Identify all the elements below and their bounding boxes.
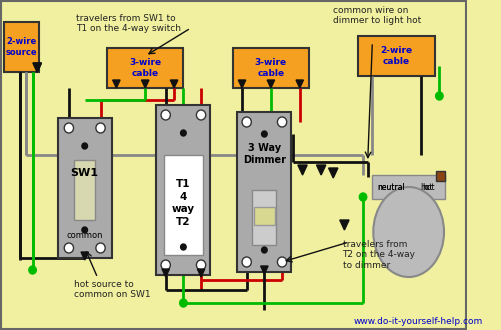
Circle shape: [64, 243, 73, 253]
Circle shape: [82, 227, 87, 233]
Polygon shape: [81, 252, 88, 260]
Circle shape: [180, 130, 186, 136]
Text: 3-wire
cable: 3-wire cable: [255, 58, 287, 78]
Polygon shape: [316, 165, 325, 175]
Text: neutral: neutral: [376, 182, 404, 191]
Text: common: common: [66, 232, 103, 241]
Bar: [237, 112, 291, 272]
Polygon shape: [141, 80, 149, 88]
Text: travelers from SW1 to
T1 on the 4-way switch: travelers from SW1 to T1 on the 4-way sw…: [76, 14, 181, 33]
Polygon shape: [339, 220, 348, 230]
Bar: [163, 155, 202, 255]
Bar: [372, 175, 444, 199]
Text: SW1: SW1: [71, 168, 99, 178]
Circle shape: [180, 244, 186, 250]
Polygon shape: [260, 266, 268, 274]
Text: www.do-it-yourself-help.com: www.do-it-yourself-help.com: [353, 317, 482, 326]
Circle shape: [96, 243, 105, 253]
Polygon shape: [328, 168, 337, 178]
Text: neutral: neutral: [376, 182, 404, 191]
Bar: [232, 48, 309, 88]
Circle shape: [179, 299, 187, 307]
Circle shape: [29, 266, 36, 274]
Polygon shape: [33, 63, 42, 72]
Circle shape: [261, 131, 267, 137]
Bar: [4, 22, 39, 72]
Polygon shape: [197, 269, 204, 277]
Bar: [252, 190, 276, 245]
Circle shape: [96, 123, 105, 133]
Text: 2-wire
source: 2-wire source: [6, 37, 37, 57]
Bar: [58, 118, 112, 258]
Circle shape: [82, 143, 87, 149]
Text: hot: hot: [419, 182, 432, 191]
Circle shape: [435, 92, 442, 100]
Bar: [107, 48, 183, 88]
Circle shape: [277, 117, 286, 127]
Text: hot source to
common on SW1: hot source to common on SW1: [74, 280, 151, 299]
Polygon shape: [297, 165, 307, 175]
Text: hot: hot: [421, 182, 434, 191]
Circle shape: [261, 247, 267, 253]
Bar: [435, 171, 444, 181]
Bar: [254, 207, 274, 225]
Circle shape: [359, 193, 366, 201]
Circle shape: [196, 110, 205, 120]
Polygon shape: [238, 80, 245, 88]
Bar: [358, 36, 434, 76]
Text: travelers from
T2 on the 4-way
to dimmer: travelers from T2 on the 4-way to dimmer: [342, 240, 415, 270]
Ellipse shape: [373, 187, 443, 277]
Circle shape: [161, 260, 170, 270]
Text: 2-wire
cable: 2-wire cable: [380, 46, 412, 66]
Text: 3-wire
cable: 3-wire cable: [129, 58, 161, 78]
Bar: [156, 105, 210, 275]
Bar: [74, 160, 95, 220]
Circle shape: [277, 257, 286, 267]
Polygon shape: [162, 269, 169, 277]
Polygon shape: [267, 80, 274, 88]
Circle shape: [241, 117, 251, 127]
Text: 3 Way
Dimmer: 3 Way Dimmer: [242, 143, 285, 165]
Polygon shape: [296, 80, 303, 88]
Polygon shape: [33, 63, 42, 72]
Polygon shape: [170, 80, 177, 88]
Circle shape: [241, 257, 251, 267]
Text: common wire on
dimmer to light hot: common wire on dimmer to light hot: [333, 6, 421, 25]
Circle shape: [64, 123, 73, 133]
Polygon shape: [112, 80, 120, 88]
Circle shape: [161, 110, 170, 120]
Text: T1
4
way
T2: T1 4 way T2: [171, 180, 194, 227]
Circle shape: [196, 260, 205, 270]
